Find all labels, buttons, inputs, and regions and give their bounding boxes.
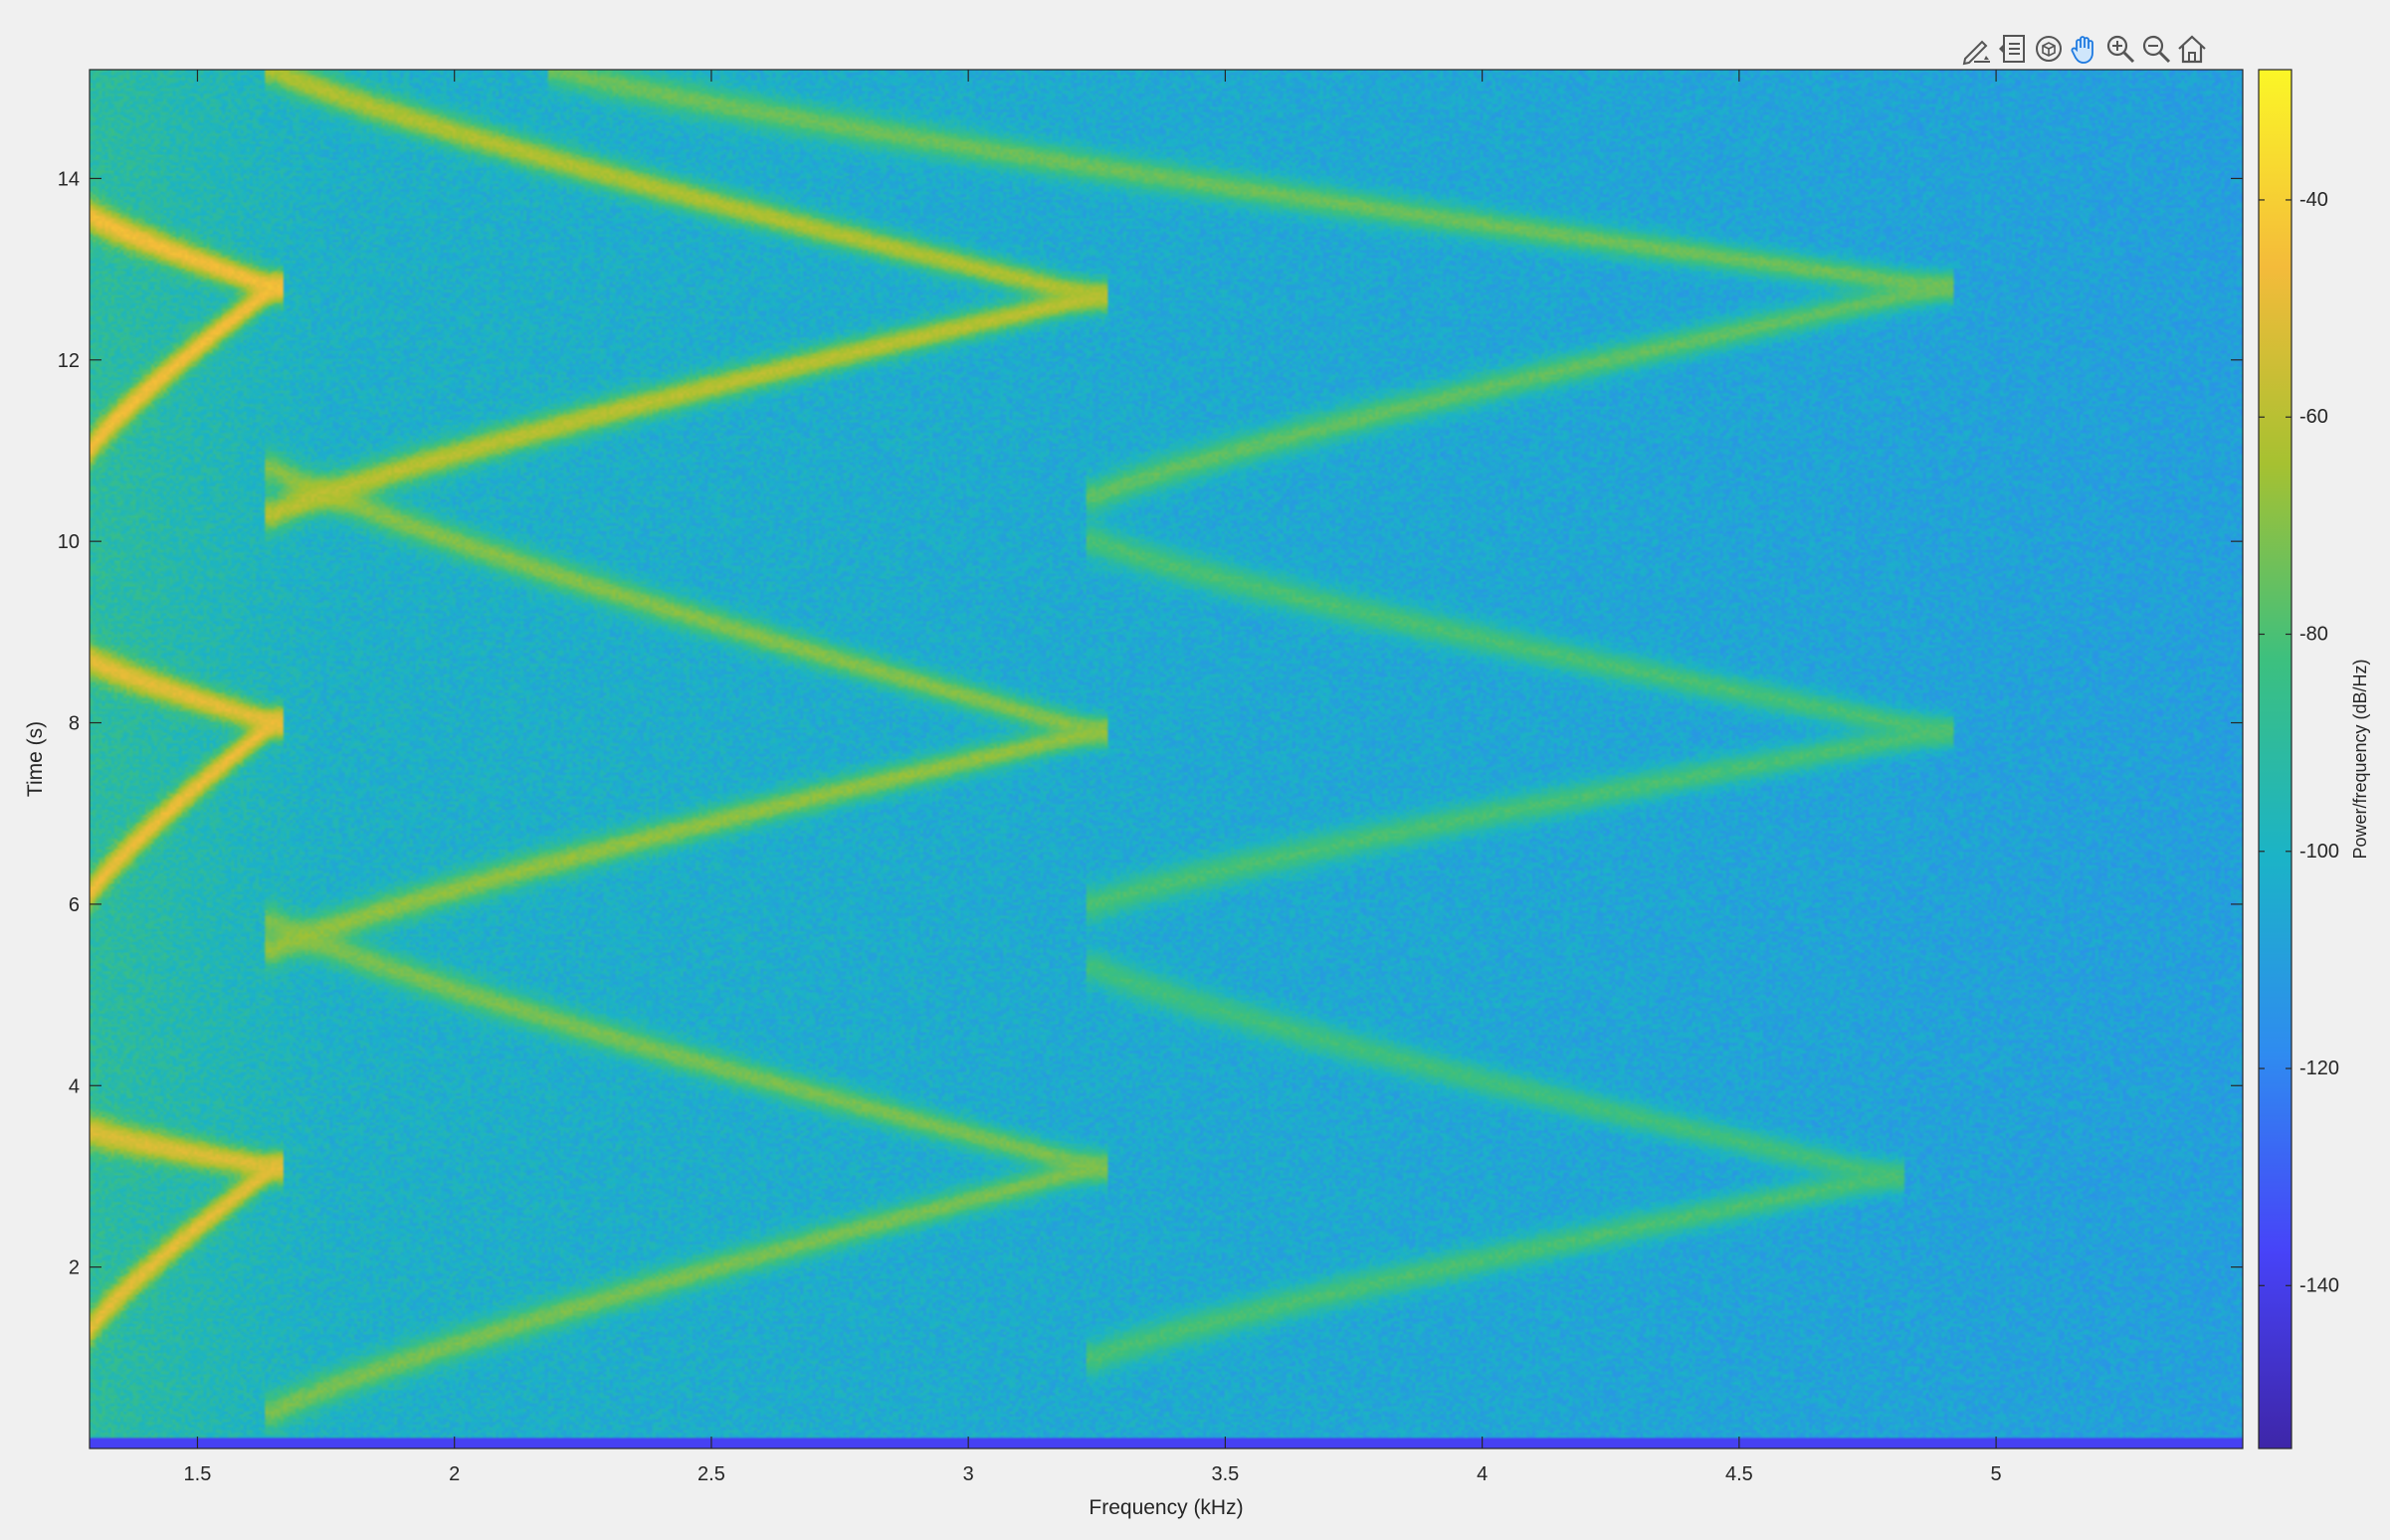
y-axis-label: Time (s) <box>24 721 47 797</box>
y-axis: 2 4 6 8 10 12 14 <box>58 168 2243 1279</box>
x-tick-label: 2 <box>449 1463 460 1485</box>
y-tick-label: 10 <box>58 531 80 553</box>
x-tick-label: 1.5 <box>184 1463 212 1485</box>
y-tick-label: 12 <box>58 350 80 372</box>
axes-frame <box>89 69 2244 1449</box>
colorbar-tick-label: -140 <box>2299 1274 2339 1296</box>
pan-hand-icon <box>2071 36 2093 64</box>
colorbar-label: Power/frequency (dB/Hz) <box>2350 659 2370 859</box>
spectrogram-image <box>90 70 2243 1448</box>
colorbar-gradient <box>2258 69 2292 1449</box>
y-tick-label: 6 <box>69 894 80 916</box>
y-tick-label: 4 <box>69 1075 80 1097</box>
x-axis: 1.5 2 2.5 3 3.5 4 4.5 5 <box>184 70 2002 1485</box>
pan-hand-button[interactable] <box>2068 30 2101 68</box>
home-button[interactable] <box>2175 30 2209 68</box>
x-tick-label: 4 <box>1477 1463 1488 1485</box>
zoom-out-button[interactable] <box>2139 30 2173 68</box>
x-axis-label: Frequency (kHz) <box>1089 1496 1243 1519</box>
y-tick-label: 8 <box>69 713 80 735</box>
edit-plot-icon <box>1962 40 1990 66</box>
colorbar-tick-label: -40 <box>2299 189 2328 211</box>
zoom-in-button[interactable] <box>2103 30 2137 68</box>
plot-area[interactable] <box>89 69 2244 1449</box>
x-tick-label: 3.5 <box>1211 1463 1239 1485</box>
y-tick-label: 2 <box>69 1257 80 1279</box>
x-tick-label: 5 <box>1991 1463 2002 1485</box>
colorbar[interactable]: -140 -120 -100 -80 -60 -40 <box>2258 69 2339 1449</box>
colorbar-tick-label: -100 <box>2299 841 2339 863</box>
axes-toolbar <box>1960 28 2206 70</box>
colorbar-tick-label: -60 <box>2299 406 2328 428</box>
zoom-in-icon <box>2106 35 2135 64</box>
colorbar-tick-label: -120 <box>2299 1058 2339 1079</box>
home-icon <box>2178 35 2206 64</box>
x-tick-label: 4.5 <box>1725 1463 1753 1485</box>
x-tick-label: 2.5 <box>697 1463 725 1485</box>
colorbar-tick-label: -80 <box>2299 623 2328 645</box>
rotate-3d-icon <box>2036 36 2062 62</box>
zoom-out-icon <box>2142 35 2171 64</box>
rotate-3d-button[interactable] <box>2032 30 2066 68</box>
legend-button[interactable] <box>1996 30 2030 68</box>
y-tick-label: 14 <box>58 168 80 190</box>
edit-plot-button[interactable] <box>1960 30 1994 68</box>
x-tick-label: 3 <box>963 1463 974 1485</box>
legend-icon <box>1999 35 2025 63</box>
